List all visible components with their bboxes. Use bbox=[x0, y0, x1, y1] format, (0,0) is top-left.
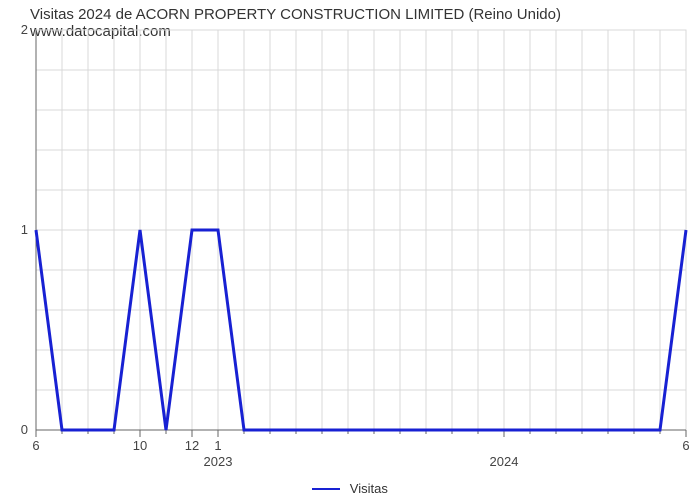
x-tick-label: 1 bbox=[214, 438, 221, 453]
legend-swatch bbox=[312, 488, 340, 490]
legend: Visitas bbox=[0, 480, 700, 496]
x-tick-label: 12 bbox=[185, 438, 199, 453]
chart-container: Visitas 2024 de ACORN PROPERTY CONSTRUCT… bbox=[0, 0, 700, 500]
y-tick-label: 0 bbox=[21, 422, 28, 437]
x-group-label: 2024 bbox=[490, 454, 519, 469]
legend-label: Visitas bbox=[350, 481, 388, 496]
series-line-visitas bbox=[36, 230, 686, 430]
x-tick-label: 6 bbox=[32, 438, 39, 453]
x-tick-label: 10 bbox=[133, 438, 147, 453]
x-tick-label: 6 bbox=[682, 438, 689, 453]
y-tick-label: 1 bbox=[21, 222, 28, 237]
y-tick-label: 2 bbox=[21, 22, 28, 37]
x-group-label: 2023 bbox=[204, 454, 233, 469]
chart-svg: 012610121620232024 bbox=[0, 0, 700, 500]
